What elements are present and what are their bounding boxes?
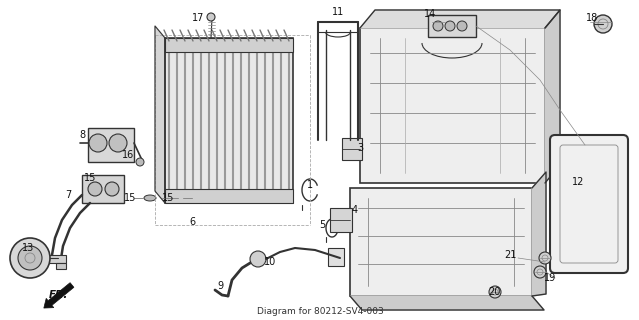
FancyArrow shape (44, 283, 74, 308)
Text: 14: 14 (424, 9, 436, 19)
Text: 12: 12 (572, 177, 584, 187)
Ellipse shape (144, 195, 156, 201)
Text: 5: 5 (319, 220, 325, 230)
Bar (48, 255, 66, 263)
Text: 4: 4 (352, 205, 358, 215)
Circle shape (534, 266, 546, 278)
Bar (428, 15, 476, 37)
Circle shape (207, 13, 215, 21)
Text: 7: 7 (65, 190, 71, 200)
Text: 10: 10 (264, 257, 276, 267)
Circle shape (445, 21, 455, 31)
Polygon shape (360, 10, 560, 28)
Circle shape (136, 158, 144, 166)
Bar (165, 38, 293, 52)
Bar (165, 38, 293, 203)
Bar (88, 128, 134, 162)
Ellipse shape (95, 177, 105, 183)
Circle shape (457, 21, 467, 31)
Bar (360, 28, 545, 183)
FancyBboxPatch shape (550, 135, 628, 273)
Bar (82, 175, 124, 203)
Circle shape (89, 134, 107, 152)
Text: FR.: FR. (49, 290, 68, 300)
Text: 13: 13 (22, 243, 34, 253)
Polygon shape (532, 172, 546, 296)
Circle shape (250, 251, 266, 267)
Bar (342, 138, 362, 160)
Polygon shape (545, 10, 560, 183)
Text: 15: 15 (162, 193, 174, 203)
Circle shape (594, 15, 612, 33)
Text: Diagram for 80212-SV4-003: Diagram for 80212-SV4-003 (257, 308, 383, 316)
Text: 20: 20 (488, 287, 500, 297)
Text: 11: 11 (332, 7, 344, 17)
Polygon shape (350, 296, 544, 310)
Circle shape (105, 182, 119, 196)
Text: 16: 16 (122, 150, 134, 160)
Bar (330, 208, 352, 232)
Circle shape (10, 238, 50, 278)
Circle shape (489, 286, 501, 298)
Text: 1: 1 (307, 180, 313, 190)
Ellipse shape (166, 195, 178, 201)
Text: 21: 21 (504, 250, 516, 260)
Text: 17: 17 (192, 13, 204, 23)
Circle shape (88, 182, 102, 196)
Text: 3: 3 (357, 143, 363, 153)
Text: 18: 18 (586, 13, 598, 23)
Circle shape (109, 134, 127, 152)
Circle shape (539, 252, 551, 264)
Text: 15: 15 (84, 173, 96, 183)
Bar (328, 248, 344, 266)
Circle shape (433, 21, 443, 31)
Text: 6: 6 (189, 217, 195, 227)
Bar (350, 188, 532, 296)
Text: 9: 9 (217, 281, 223, 291)
Text: 19: 19 (544, 273, 556, 283)
Circle shape (18, 246, 42, 270)
Text: 15: 15 (124, 193, 136, 203)
Bar (165, 189, 293, 203)
Text: 8: 8 (79, 130, 85, 140)
Polygon shape (155, 26, 165, 203)
Bar (56, 263, 66, 269)
